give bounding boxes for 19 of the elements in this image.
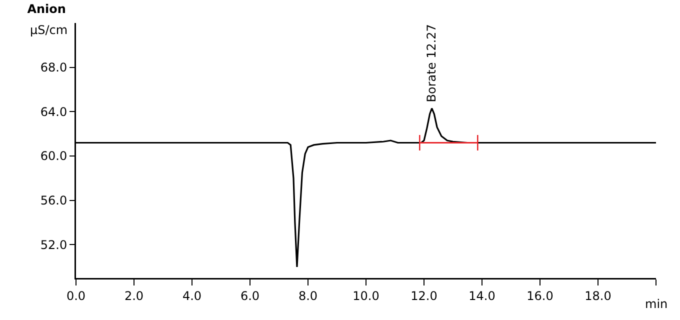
y-tick-label: 56.0 bbox=[40, 194, 68, 208]
y-axis-title: µS/cm bbox=[30, 23, 68, 37]
x-tick-label: 16.0 bbox=[526, 288, 554, 303]
x-tick-label: 0.0 bbox=[66, 288, 86, 303]
x-axis-title: min bbox=[645, 297, 668, 311]
y-tick-label: 52.0 bbox=[40, 238, 68, 252]
annotation: Borate 12.27 bbox=[424, 24, 438, 102]
x-tick-label: 6.0 bbox=[240, 288, 260, 303]
y-tick-label: 68.0 bbox=[40, 60, 68, 75]
x-tick-label: 14.0 bbox=[468, 288, 496, 303]
x-tick-label: 12.0 bbox=[410, 288, 438, 303]
x-tick-label: 10.0 bbox=[352, 288, 380, 303]
chart-title: Anion bbox=[27, 2, 66, 16]
x-tick-label: 2.0 bbox=[124, 288, 144, 303]
x-tick-label: 18.0 bbox=[584, 288, 612, 303]
y-tick-label: 64.0 bbox=[40, 104, 68, 119]
x-tick-label: 4.0 bbox=[182, 288, 202, 303]
y-tick-label: 60.0 bbox=[40, 149, 68, 164]
x-tick-label: 8.0 bbox=[298, 288, 318, 303]
